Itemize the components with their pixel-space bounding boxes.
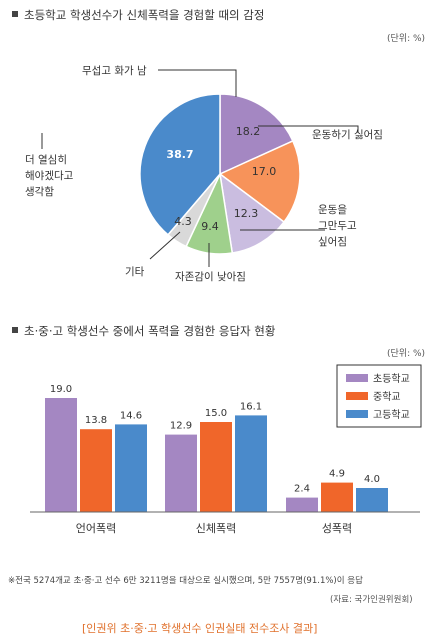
pie-category-label: 더 열심히 해야겠다고 생각함 (25, 154, 74, 198)
bar (45, 398, 77, 512)
bar-category-label: 성폭력 (322, 522, 352, 535)
bar-value-label: 2.4 (294, 484, 310, 495)
pie-slice (219, 93, 294, 176)
legend-swatch (346, 392, 368, 400)
bar-unit: (단위: %) (387, 349, 426, 359)
bar-value-label: 4.9 (329, 469, 345, 480)
pie-category-label: 기타 (125, 266, 145, 278)
bar-title-text: 초·중·고 학생선수 중에서 폭력을 경험한 응답자 현황 (24, 324, 276, 338)
bar (115, 424, 147, 512)
legend-label: 중학교 (373, 391, 401, 403)
legend-swatch (346, 410, 368, 418)
bar (356, 488, 388, 512)
pie-category-label: 자존감이 낮아짐 (175, 271, 246, 283)
pie-value-label: 4.3 (174, 215, 192, 228)
bar-category-label: 언어폭력 (76, 522, 116, 535)
pie-slice (218, 172, 286, 254)
pie-leader-line (149, 231, 181, 260)
pie-chart: 18.2 무섭고 화가 남 17.0 운동하기 싫어짐 12.3 운동을 그만두고 싶어짐 9.… (25, 65, 383, 283)
bar (165, 434, 197, 512)
bar (235, 415, 267, 512)
pie-category-label: 운동하기 싫어짐 (312, 128, 383, 141)
legend-label: 고등학교 (373, 409, 410, 421)
bar-value-label: 19.0 (50, 384, 72, 395)
pie-leader-line (258, 125, 359, 133)
data-source: (자료: 국가인권위원회) (330, 595, 413, 605)
bar (286, 497, 318, 512)
pie-value-label: 12.3 (234, 207, 259, 220)
pie-leader-line (158, 69, 237, 97)
legend-label: 초등학교 (373, 373, 410, 385)
bar-value-label: 15.0 (205, 408, 227, 419)
bar-value-label: 4.0 (364, 474, 380, 485)
pie-value-label: 9.4 (201, 220, 219, 233)
pie-unit: (단위: %) (387, 34, 426, 44)
pie-slice (139, 93, 221, 236)
bar-section-title: 초·중·고 학생선수 중에서 폭력을 경험한 응답자 현황 (12, 323, 275, 339)
bar (80, 429, 112, 512)
pie-value-label: 38.7 (166, 148, 193, 161)
footer-caption: [인권위 초·중·고 학생선수 인권실태 전수조사 결과] (82, 622, 318, 635)
bar-value-label: 13.8 (85, 415, 107, 426)
bar (200, 422, 232, 512)
survey-note: ※전국 5274개교 초·중·고 선수 6만 3211명을 대상으로 실시했으며… (8, 576, 363, 586)
bar-value-label: 14.6 (120, 410, 142, 421)
pie-value-label: 18.2 (236, 125, 261, 138)
bar-chart: 19.0 13.8 14.6 언어폭력 12.9 15.0 16.1 신체폭력 2.4 4.9 4.… (30, 364, 422, 535)
bar-category-label: 신체폭력 (196, 522, 236, 535)
pie-slice (218, 139, 301, 224)
bar (321, 482, 353, 512)
title-bullet-icon (12, 327, 18, 333)
pie-section-title: 초등학교 학생선수가 신체폭력을 경험할 때의 감정 (12, 7, 264, 23)
legend-swatch (346, 374, 368, 382)
pie-category-label: 운동을 그만두고 싶어짐 (318, 204, 357, 248)
pie-category-label: 무섭고 화가 남 (82, 65, 147, 77)
pie-value-label: 17.0 (252, 165, 277, 178)
bar-value-label: 16.1 (240, 401, 262, 412)
pie-title-text: 초등학교 학생선수가 신체폭력을 경험할 때의 감정 (24, 8, 265, 22)
bar-value-label: 12.9 (170, 421, 192, 432)
title-bullet-icon (12, 11, 18, 17)
